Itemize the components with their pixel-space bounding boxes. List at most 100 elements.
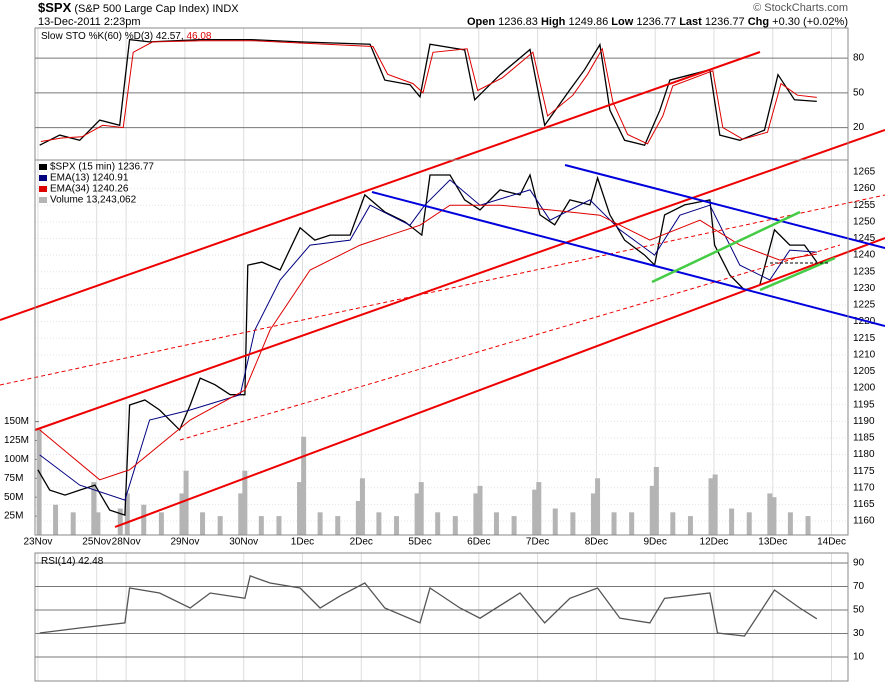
quote-value: +0.30 (+0.02%) <box>772 16 848 28</box>
y2-tick-label: 75M <box>4 473 23 484</box>
trend-lines <box>0 51 885 528</box>
volume-bar <box>746 512 752 535</box>
x-tick-label: 6Dec <box>467 537 490 548</box>
legend-swatch <box>39 164 47 170</box>
legend: Slow STO %K(60) %D(3) 42.57, 46.08 <box>41 31 212 42</box>
legend-entry: EMA(34) 1240.26 <box>50 184 129 195</box>
x-tick-label: 1Dec <box>291 537 314 548</box>
trend-line <box>179 244 841 441</box>
x-tick-label: 8Dec <box>585 537 608 548</box>
series-line <box>39 179 817 501</box>
legend-entry: RSI(14) 42.48 <box>41 556 104 567</box>
y2-tick-label: 125M <box>4 435 29 446</box>
y-tick-label: 50 <box>853 605 865 616</box>
quote-value: 1236.77 <box>636 16 676 28</box>
x-tick-label: 13Dec <box>758 537 787 548</box>
volume-bar <box>238 493 244 535</box>
legend-entry: $SPX (15 min) 1236.77 <box>50 162 154 173</box>
channel-line <box>371 191 885 327</box>
y2-tick-label: 25M <box>4 511 23 522</box>
volume-bar <box>301 436 307 535</box>
volume-bar <box>805 516 811 535</box>
series-line <box>39 38 817 146</box>
y-tick-label: 1215 <box>853 333 876 344</box>
volume-bar <box>771 497 777 535</box>
credit: © StockCharts.com <box>753 2 848 14</box>
volume-bar <box>590 493 596 535</box>
volume-bar <box>179 493 185 535</box>
quote-label: Low <box>611 16 633 28</box>
y2-tick-label: 150M <box>4 416 29 427</box>
volume-bar <box>570 512 576 535</box>
wedge-line <box>651 210 801 284</box>
trend-line <box>0 194 885 386</box>
legend-entry: Volume 13,243,062 <box>50 195 137 206</box>
y2-tick-label: 100M <box>4 454 29 465</box>
header-title: $SPX (S&P 500 Large Cap Index) INDX <box>38 0 239 15</box>
legend-swatch <box>39 197 47 203</box>
volume-bar <box>376 512 382 535</box>
y-tick-label: 1180 <box>853 449 875 460</box>
volume-bar <box>595 478 601 535</box>
volume-bar <box>217 516 223 535</box>
quote-value: 1236.77 <box>705 16 745 28</box>
y-tick-label: 1235 <box>853 266 876 277</box>
volume-bar <box>493 512 499 535</box>
volume-bar <box>418 482 424 535</box>
quote-label: Chg <box>748 16 769 28</box>
volume-bar <box>414 493 420 535</box>
y-tick-label: 1220 <box>853 316 876 327</box>
volume-bar <box>687 516 693 535</box>
plots: 20 50 80 Slow STO %K(60) %D(3) 42.57, 46.08… <box>4 28 876 681</box>
y-tick-label: 1165 <box>853 499 875 510</box>
volume-bar <box>70 512 76 535</box>
quote-label: Open <box>467 16 495 28</box>
volume-bar <box>317 512 323 535</box>
trend-line <box>0 51 761 321</box>
y-tick-label: 1240 <box>853 250 876 261</box>
y-tick-label: 1205 <box>853 366 876 377</box>
volume-bar <box>767 493 773 535</box>
volume-bar <box>95 512 101 535</box>
y-tick-label: 1265 <box>853 167 876 178</box>
y-tick-label: 1210 <box>853 349 876 360</box>
volume-bar <box>653 466 659 535</box>
series-line <box>39 204 817 481</box>
panel-frame <box>34 552 849 682</box>
y-tick-label: 20 <box>853 122 865 133</box>
legend-swatch <box>39 175 47 181</box>
volume-bar <box>787 512 793 535</box>
volume-bar <box>183 470 189 535</box>
volume-bar <box>359 478 365 535</box>
volume-bar <box>242 470 248 535</box>
y-tick-label: 1160 <box>853 516 875 527</box>
y-tick-label: 1190 <box>853 416 875 427</box>
x-tick-label: 5Dec <box>408 537 431 548</box>
series-line <box>39 575 818 637</box>
y-tick-label: 10 <box>853 652 865 663</box>
y-tick-label: 1185 <box>853 433 875 444</box>
trend-line <box>34 129 885 431</box>
volume-bar <box>452 516 458 535</box>
volume-bar <box>477 485 483 535</box>
legend: RSI(14) 42.48 <box>41 556 104 567</box>
x-tick-label: 29Nov <box>170 537 199 548</box>
symbol: $SPX <box>38 0 72 15</box>
y-tick-label: 1195 <box>853 399 875 410</box>
legend-entry: EMA(13) 1240.91 <box>50 173 129 184</box>
legend-entry: 46.08 <box>186 31 211 42</box>
volume-bar <box>473 493 479 535</box>
x-tick-label: 12Dec <box>700 537 729 548</box>
x-tick-label: 7Dec <box>526 537 549 548</box>
y-tick-label: 1255 <box>853 200 876 211</box>
x-tick-label: 30Nov <box>229 537 258 548</box>
volume-bar <box>355 500 361 535</box>
legend-entry: Slow STO %K(60) %D(3) 42.57, <box>41 31 184 42</box>
x-tick-label: 2Dec <box>350 537 373 548</box>
channel-line <box>564 164 885 249</box>
y-tick-label: 1225 <box>853 300 876 311</box>
x-tick-label: 9Dec <box>644 537 667 548</box>
x-tick-label: 14Dec <box>817 537 846 548</box>
volume-bar <box>649 485 655 535</box>
